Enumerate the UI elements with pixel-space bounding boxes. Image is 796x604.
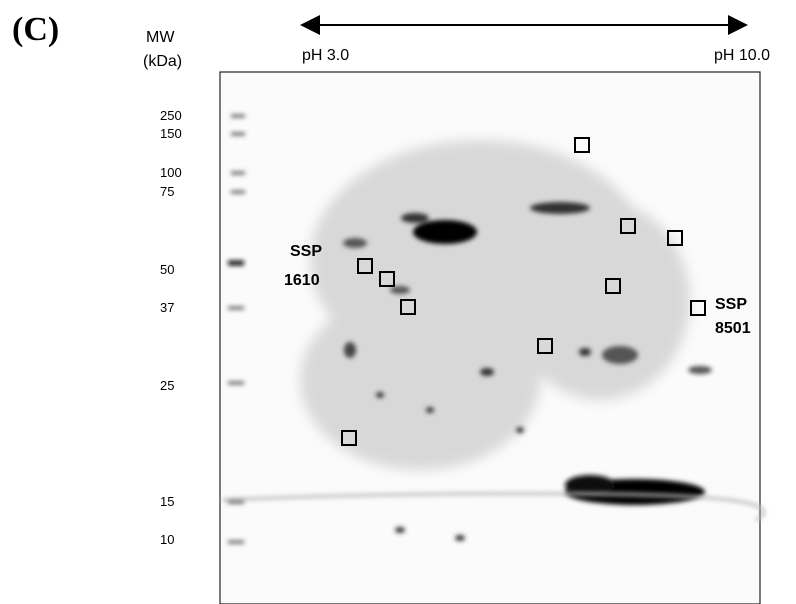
gel bbox=[219, 71, 766, 604]
mw-label: 150 bbox=[160, 126, 182, 141]
spot-label: 8501 bbox=[715, 320, 751, 337]
mw-header: MW bbox=[146, 29, 175, 46]
mw-label: 50 bbox=[160, 262, 174, 277]
mw-label: 15 bbox=[160, 494, 174, 509]
mw-label: 75 bbox=[160, 184, 174, 199]
spot-label: SSP bbox=[290, 243, 322, 260]
mw-label: 10 bbox=[160, 532, 174, 547]
spot-label: 1610 bbox=[284, 272, 320, 289]
mw-axis: 250 150 100 75 50 37 25 15 10 bbox=[160, 108, 182, 547]
ph-left: pH 3.0 bbox=[302, 47, 349, 64]
mw-label: 37 bbox=[160, 300, 174, 315]
mw-label: 25 bbox=[160, 378, 174, 393]
mw-header-unit: (kDa) bbox=[143, 53, 182, 70]
spot-label: SSP bbox=[715, 296, 747, 313]
ph-right: pH 10.0 bbox=[714, 47, 770, 64]
mw-label: 100 bbox=[160, 165, 182, 180]
mw-label: 250 bbox=[160, 108, 182, 123]
panel-label: (C) bbox=[12, 11, 59, 48]
